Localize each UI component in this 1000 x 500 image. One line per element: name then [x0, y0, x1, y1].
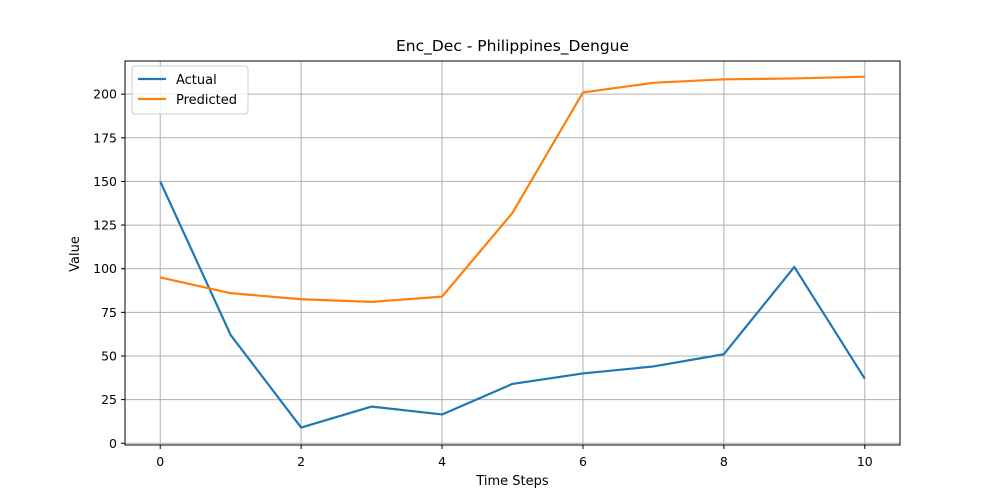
y-tick-label: 75 [101, 305, 117, 320]
x-tick-label: 2 [297, 454, 305, 469]
x-tick-label: 0 [156, 454, 164, 469]
x-tick-label: 6 [579, 454, 587, 469]
grid-lines [125, 61, 900, 445]
y-tick-label: 175 [93, 130, 117, 145]
series-lines [159, 75, 866, 429]
chart-title: Enc_Dec - Philippines_Dengue [396, 37, 629, 56]
legend-label-actual: Actual [176, 73, 217, 88]
series-line-predicted [159, 75, 865, 303]
y-tick-label: 200 [93, 87, 117, 102]
x-tick-label: 4 [438, 454, 446, 469]
legend: Actual Predicted [131, 65, 249, 115]
plot-frame [124, 60, 901, 446]
y-tick-label: 25 [101, 392, 117, 407]
y-tick-label: 100 [93, 261, 117, 276]
x-tick-label: 8 [720, 454, 728, 469]
y-tick-label: 150 [93, 174, 117, 189]
y-tick-label: 50 [101, 348, 117, 363]
y-axis-title: Value [68, 236, 83, 272]
x-axis-title: Time Steps [475, 474, 549, 489]
legend-label-predicted: Predicted [176, 93, 237, 108]
y-tick-label: 0 [109, 436, 117, 451]
series-line-actual [159, 180, 866, 429]
x-tick-label: 10 [857, 454, 873, 469]
y-tick-label: 125 [93, 218, 117, 233]
